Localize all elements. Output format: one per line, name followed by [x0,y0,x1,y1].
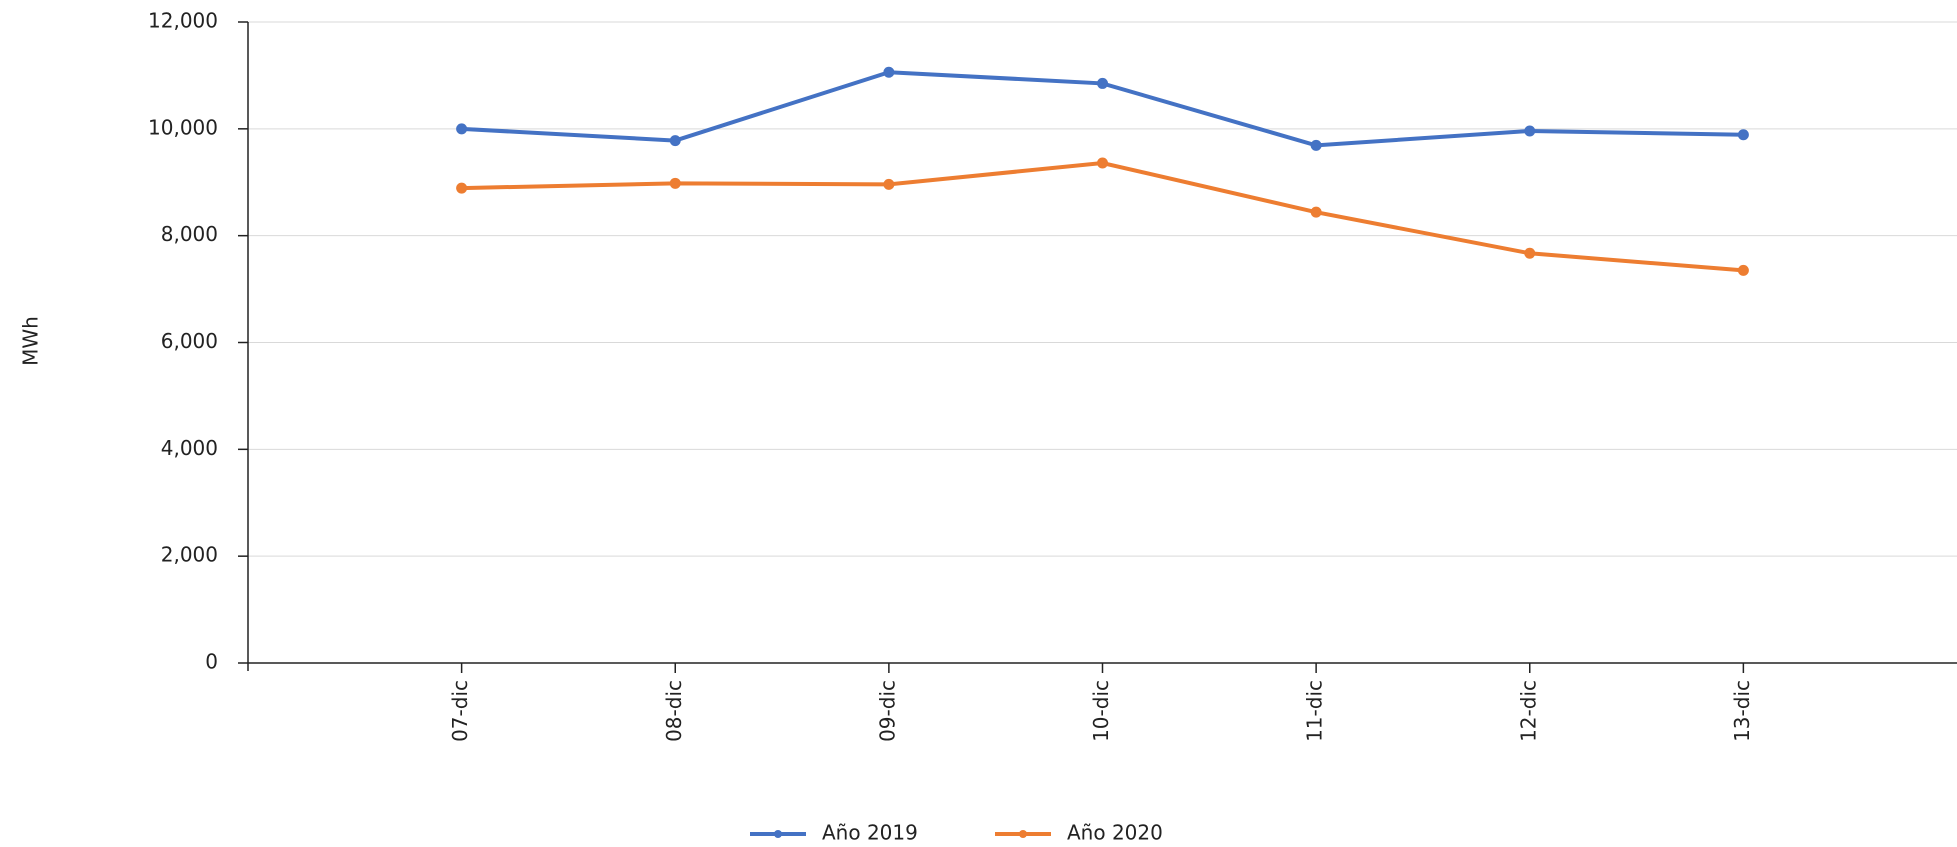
x-tick-label: 13-dic [1730,680,1754,742]
data-point [1097,77,1108,89]
x-tick-label: 10-dic [1089,680,1113,742]
data-point [669,135,681,147]
legend-label: Año 2019 [822,821,918,845]
y-tick-label: 8,000 [161,222,218,246]
y-tick-label: 6,000 [161,329,218,353]
data-point [669,177,681,189]
legend-marker [774,830,782,838]
data-point [456,123,468,135]
legend-label: Año 2020 [1067,821,1163,845]
data-point [1097,157,1108,169]
y-tick-label: 12,000 [148,9,218,33]
y-tick-label: 0 [205,650,218,674]
y-tick-label: 4,000 [161,436,218,460]
data-point [1524,125,1536,137]
x-tick-label: 08-dic [662,680,686,742]
series-line [461,160,1744,273]
data-point [456,182,468,194]
data-point [1524,247,1536,259]
x-tick-label: 11-dic [1303,680,1327,742]
data-point [1310,206,1322,218]
x-tick-label: 12-dic [1516,680,1540,742]
x-tick-label: 09-dic [875,680,899,742]
y-tick-label: 10,000 [148,115,218,139]
legend-marker [1019,830,1027,838]
y-tick-label: 2,000 [161,543,218,567]
data-point [1737,129,1749,141]
data-point [1310,139,1322,151]
data-point [1737,264,1749,276]
data-point [883,178,895,190]
x-tick-label: 07-dic [448,680,472,742]
data-point [883,66,895,78]
y-axis-title: MWh [19,316,43,366]
